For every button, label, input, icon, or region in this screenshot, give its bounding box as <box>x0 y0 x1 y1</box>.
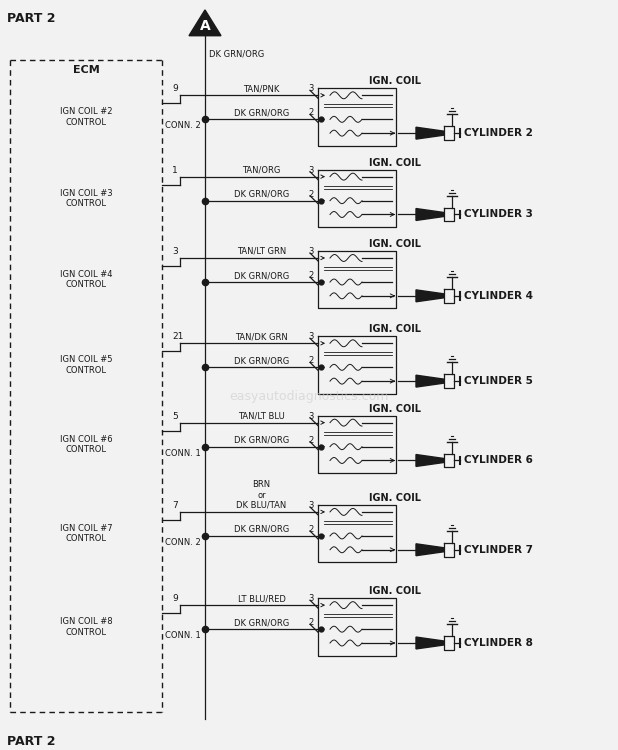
Text: 3: 3 <box>308 412 314 421</box>
Text: CYLINDER 6: CYLINDER 6 <box>464 455 533 466</box>
Polygon shape <box>416 209 444 220</box>
Text: 3: 3 <box>308 247 314 256</box>
Text: IGN COIL #3
CONTROL: IGN COIL #3 CONTROL <box>60 189 112 208</box>
Text: 3: 3 <box>172 247 178 256</box>
Text: IGN COIL #6
CONTROL: IGN COIL #6 CONTROL <box>60 435 112 454</box>
Polygon shape <box>189 10 221 36</box>
Text: IGN. COIL: IGN. COIL <box>369 324 421 334</box>
Text: DK GRN/ORG: DK GRN/ORG <box>234 525 289 534</box>
Text: ECM: ECM <box>73 65 99 76</box>
Text: DK GRN/ORG: DK GRN/ORG <box>234 190 289 199</box>
Text: CONN. 2: CONN. 2 <box>165 122 201 130</box>
Text: LT BLU/RED: LT BLU/RED <box>237 594 286 603</box>
Polygon shape <box>416 454 444 466</box>
Text: PART 2: PART 2 <box>7 735 56 748</box>
Text: 2: 2 <box>309 271 314 280</box>
Text: easyautodiagnostics.com: easyautodiagnostics.com <box>229 390 389 404</box>
Text: CYLINDER 5: CYLINDER 5 <box>464 376 533 386</box>
Text: CYLINDER 4: CYLINDER 4 <box>464 291 533 301</box>
Text: DK GRN/ORG: DK GRN/ORG <box>234 108 289 117</box>
Text: IGN. COIL: IGN. COIL <box>369 493 421 503</box>
Text: TAN/ORG: TAN/ORG <box>242 166 281 175</box>
Polygon shape <box>416 637 444 649</box>
Text: TAN/DK GRN: TAN/DK GRN <box>235 332 288 341</box>
Text: CYLINDER 3: CYLINDER 3 <box>464 209 533 220</box>
Text: IGN COIL #7
CONTROL: IGN COIL #7 CONTROL <box>60 524 112 543</box>
Text: DK GRN/ORG: DK GRN/ORG <box>234 618 289 627</box>
Text: IGN COIL #2
CONTROL: IGN COIL #2 CONTROL <box>60 107 112 127</box>
Text: 5: 5 <box>172 412 178 421</box>
Text: TAN/LT GRN: TAN/LT GRN <box>237 247 286 256</box>
Text: 2: 2 <box>309 436 314 445</box>
Text: CONN. 1: CONN. 1 <box>165 448 201 458</box>
Text: CONN. 2: CONN. 2 <box>165 538 201 547</box>
Text: A: A <box>200 19 210 33</box>
Polygon shape <box>416 544 444 556</box>
Text: DK GRN/ORG: DK GRN/ORG <box>234 436 289 445</box>
Text: IGN. COIL: IGN. COIL <box>369 404 421 414</box>
Text: 2: 2 <box>309 618 314 627</box>
Text: IGN. COIL: IGN. COIL <box>369 586 421 596</box>
Polygon shape <box>416 290 444 302</box>
Text: 1: 1 <box>172 166 178 175</box>
Polygon shape <box>416 375 444 387</box>
Text: 2: 2 <box>309 525 314 534</box>
Text: DK GRN/ORG: DK GRN/ORG <box>234 356 289 365</box>
Text: 2: 2 <box>309 356 314 365</box>
Text: 7: 7 <box>172 501 178 510</box>
Text: BRN
or
DK BLU/TAN: BRN or DK BLU/TAN <box>236 480 287 510</box>
Text: IGN COIL #4
CONTROL: IGN COIL #4 CONTROL <box>60 270 112 290</box>
Text: IGN. COIL: IGN. COIL <box>369 158 421 168</box>
Text: TAN/PNK: TAN/PNK <box>243 84 280 93</box>
Text: CYLINDER 8: CYLINDER 8 <box>464 638 533 648</box>
Text: IGN COIL #8
CONTROL: IGN COIL #8 CONTROL <box>60 617 112 637</box>
Text: CYLINDER 2: CYLINDER 2 <box>464 128 533 138</box>
Text: 9: 9 <box>172 594 178 603</box>
Text: 9: 9 <box>172 84 178 93</box>
Text: CYLINDER 7: CYLINDER 7 <box>464 544 533 555</box>
Text: 21: 21 <box>172 332 184 341</box>
Text: IGN. COIL: IGN. COIL <box>369 239 421 249</box>
Text: 3: 3 <box>308 332 314 341</box>
Text: IGN. COIL: IGN. COIL <box>369 76 421 86</box>
Text: 2: 2 <box>309 108 314 117</box>
Text: TAN/LT BLU: TAN/LT BLU <box>238 412 285 421</box>
Text: 3: 3 <box>308 166 314 175</box>
Text: IGN COIL #5
CONTROL: IGN COIL #5 CONTROL <box>60 356 112 375</box>
Text: DK GRN/ORG: DK GRN/ORG <box>209 50 265 58</box>
Text: DK GRN/ORG: DK GRN/ORG <box>234 271 289 280</box>
Text: PART 2: PART 2 <box>7 12 56 25</box>
Text: 3: 3 <box>308 501 314 510</box>
Text: 2: 2 <box>309 190 314 199</box>
Text: 3: 3 <box>308 594 314 603</box>
Text: CONN. 1: CONN. 1 <box>165 632 201 640</box>
Polygon shape <box>416 128 444 139</box>
Text: 3: 3 <box>308 84 314 93</box>
